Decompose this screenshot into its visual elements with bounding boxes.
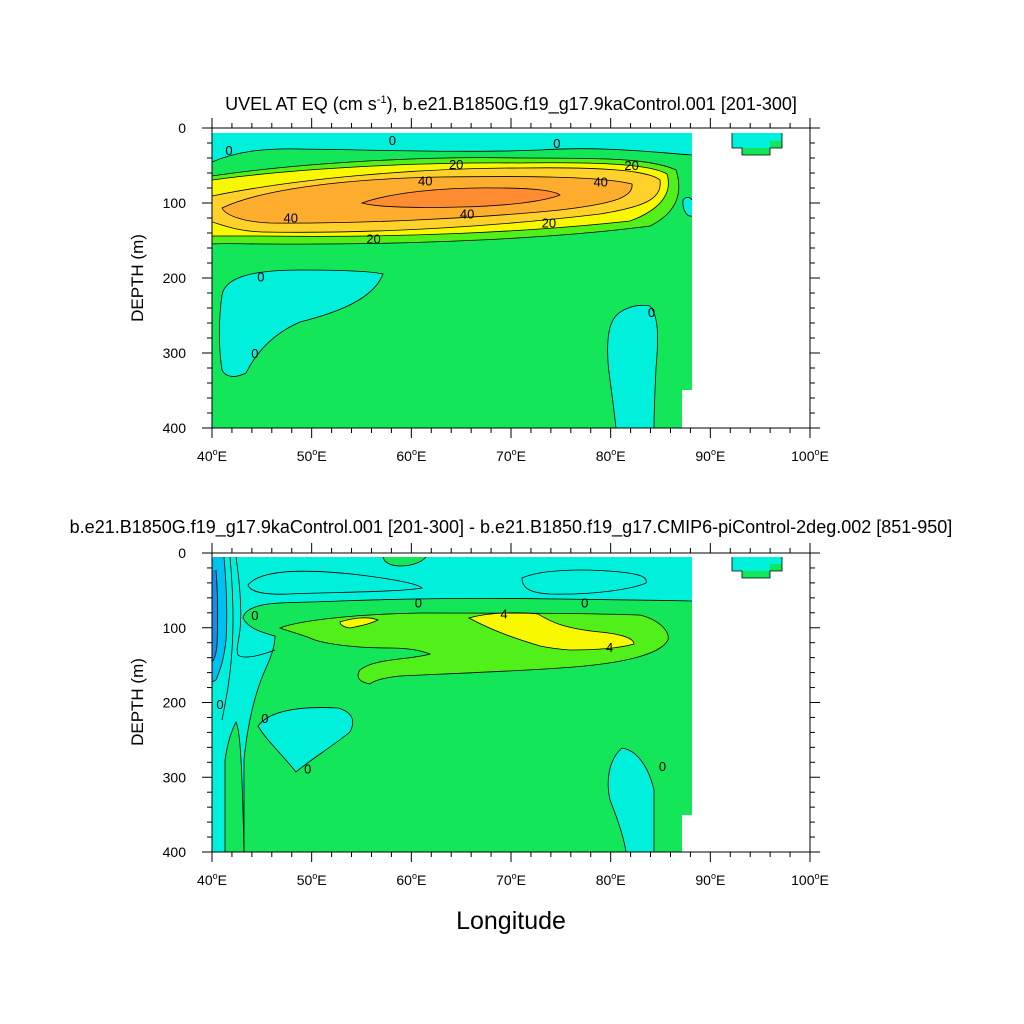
top-xtick-label: 80oE (596, 447, 626, 464)
top-contour-label: 0 (225, 143, 232, 158)
top-ytick-label: 200 (163, 270, 187, 286)
top-contour-label: 40 (460, 207, 474, 222)
top-contour-label: 20 (542, 216, 556, 231)
bottom-land-mask (682, 553, 810, 852)
bottom-contour-label: 0 (251, 608, 258, 623)
bottom-xtick-label: 40oE (197, 871, 227, 888)
top-contour-lines (212, 133, 783, 428)
top-xtick-label: 60oE (396, 447, 426, 464)
bottom-axis-ticks: 40oE 50oE 60oE 70oE 80oE 90oE 100oE 0 100 200 300 4… (163, 543, 829, 888)
top-ytick-label: 0 (178, 120, 186, 136)
top-xtick-label: 50oE (297, 447, 327, 464)
top-cyan-surface (212, 133, 692, 162)
bottom-xtick-label: 50oE (297, 871, 327, 888)
bottom-x-axis-label: Longitude (456, 907, 566, 935)
bottom-ytick-label: 400 (163, 844, 187, 860)
top-axis-ticks: 40oE 50oE 60oE 70oE 80oE 90oE 100oE01002003004… (163, 118, 829, 464)
top-xtick-label: 90oE (695, 447, 725, 464)
top-xtick-label: 40oE (197, 447, 227, 464)
top-land-mask (682, 128, 810, 428)
bottom-panel-title: b.e21.B1850G.f19_g17.9kaControl.001 [201… (70, 517, 953, 538)
bottom-blue-coast (212, 570, 218, 662)
bottom-island-green2 (770, 564, 782, 571)
bottom-xtick-label: 70oE (496, 871, 526, 888)
top-ytick-label: 400 (163, 420, 187, 436)
bottom-y-axis-label: DEPTH (m) (128, 658, 147, 746)
bottom-contour-label: 4 (606, 640, 613, 655)
bottom-cyan-deep-left (258, 707, 353, 772)
bottom-contour-label: 0 (216, 697, 223, 712)
bottom-yellow-core (469, 612, 634, 650)
top-panel-title: UVEL AT EQ (cm s-1), b.e21.B1850G.f19_g1… (225, 94, 797, 115)
bottom-xtick-label: 80oE (596, 871, 626, 888)
top-contour-label: 0 (251, 346, 258, 361)
bottom-island-green (742, 571, 770, 578)
bottom-green-left-strip (225, 722, 244, 852)
bottom-contour-label: 0 (581, 595, 588, 610)
top-contour-label: 0 (389, 133, 396, 148)
top-contour-label: 20 (366, 231, 380, 246)
bottom-contour-lines (212, 556, 783, 852)
top-contour-label: 0 (648, 305, 655, 320)
bottom-contour-label: 0 (261, 711, 268, 726)
top-contour-label: 40 (418, 174, 432, 189)
top-contour-label: 40 (593, 174, 607, 189)
bottom-contour-label: 4 (500, 607, 507, 622)
top-ytick-label: 300 (163, 345, 187, 361)
top-contour-label: 0 (553, 136, 560, 151)
bottom-cyan-surface-right (522, 570, 647, 595)
top-contour-fill (212, 128, 810, 428)
bottom-yellow-small (340, 617, 378, 628)
bottom-xtick-label: 90oE (695, 871, 725, 888)
bottom-green-surface (383, 557, 426, 566)
top-ytick-label: 100 (163, 195, 187, 211)
top-contour-labels: 0 0 0 0 0 0 20 20 20 20 40 40 40 40 (225, 133, 655, 361)
top-contour-label: 20 (449, 157, 463, 172)
bottom-xtick-label: 100oE (791, 871, 829, 888)
top-darkorange-core (362, 187, 560, 208)
bottom-xtick-label: 60oE (396, 871, 426, 888)
top-y-axis-label: DEPTH (m) (128, 234, 147, 322)
top-contour-label: 20 (624, 158, 638, 173)
bottom-cyan-surface-left (248, 571, 422, 595)
bottom-contour-fill (212, 553, 810, 852)
bottom-ytick-label: 100 (163, 620, 187, 636)
bottom-contour-labels: 0 0 0 0 0 0 0 4 4 (216, 595, 666, 776)
top-cyan-deep-left (219, 270, 383, 377)
top-xtick-label: 70oE (496, 447, 526, 464)
top-cyan-deep-right (607, 305, 658, 428)
top-contour-label: 0 (257, 270, 264, 285)
bottom-contour-label: 0 (304, 761, 311, 776)
bottom-island-cyan (732, 557, 782, 571)
bottom-ytick-label: 0 (178, 545, 186, 561)
top-xtick-label: 100oE (791, 447, 829, 464)
bottom-contour-label: 0 (415, 595, 422, 610)
bottom-ytick-label: 200 (163, 695, 187, 711)
bottom-contour-label: 0 (659, 759, 666, 774)
top-contour-label: 40 (284, 210, 298, 225)
bottom-ytick-label: 300 (163, 769, 187, 785)
